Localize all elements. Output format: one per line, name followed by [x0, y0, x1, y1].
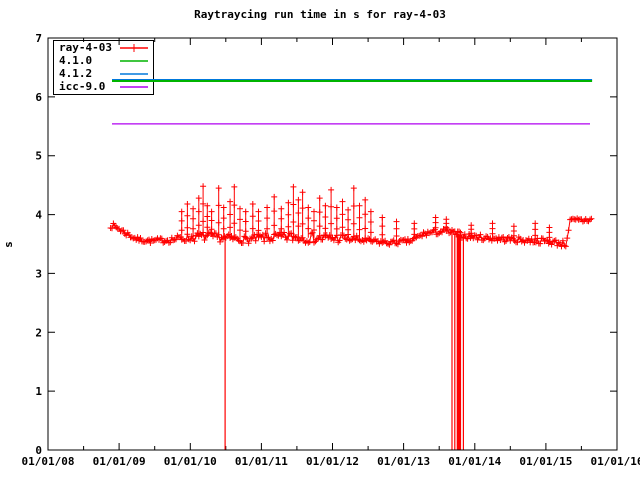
legend-label-4-1-2: 4.1.2	[59, 67, 93, 80]
legend-row: 4.1.2	[54, 67, 153, 80]
chart-title: Raytraycing run time in s for ray-4-03	[194, 8, 446, 21]
y-tick-label: 2	[35, 326, 42, 339]
y-tick-label: 6	[35, 91, 42, 104]
x-tick-label: 01/01/08	[22, 455, 75, 468]
y-tick-label: 7	[35, 32, 42, 45]
x-tick-label: 01/01/16	[591, 455, 640, 468]
y-tick-label: 1	[35, 385, 42, 398]
x-tick-label: 01/01/11	[235, 455, 288, 468]
plus-markers	[107, 215, 595, 250]
y-axis-label: s	[1, 241, 15, 248]
legend-row: icc-9.0	[54, 80, 153, 93]
y-tick-label: 3	[35, 267, 42, 280]
hline-series	[112, 79, 593, 125]
x-tick-label: 01/01/15	[519, 455, 572, 468]
legend-label-icc-9-0: icc-9.0	[59, 80, 106, 93]
y-tick-label: 0	[35, 444, 42, 457]
legend-row: ray-4-03	[54, 41, 153, 54]
y-tick-label: 5	[35, 150, 42, 163]
legend-label-ray-4-03: ray-4-03	[59, 41, 112, 54]
axis-ticks	[47, 37, 618, 451]
x-tick-label: 01/01/14	[448, 455, 501, 468]
x-tick-label: 01/01/09	[93, 455, 146, 468]
x-tick-label: 01/01/12	[306, 455, 359, 468]
legend-row: 4.1.0	[54, 54, 153, 67]
legend: ray-4-03 4.1.0 4.1.2 icc-9.0	[53, 40, 154, 95]
x-tick-label: 01/01/13	[377, 455, 430, 468]
axis-tick-labels: 01/01/08 01/01/09 01/01/10 01/01/11 01/01/12…	[22, 32, 640, 468]
plot-frame	[47, 37, 618, 451]
series-ray-4-03	[107, 183, 595, 450]
x-tick-label: 01/01/10	[164, 455, 217, 468]
y-tick-label: 4	[35, 209, 42, 222]
spike-plus-markers	[178, 183, 553, 241]
legend-label-4-1-0: 4.1.0	[59, 54, 93, 67]
